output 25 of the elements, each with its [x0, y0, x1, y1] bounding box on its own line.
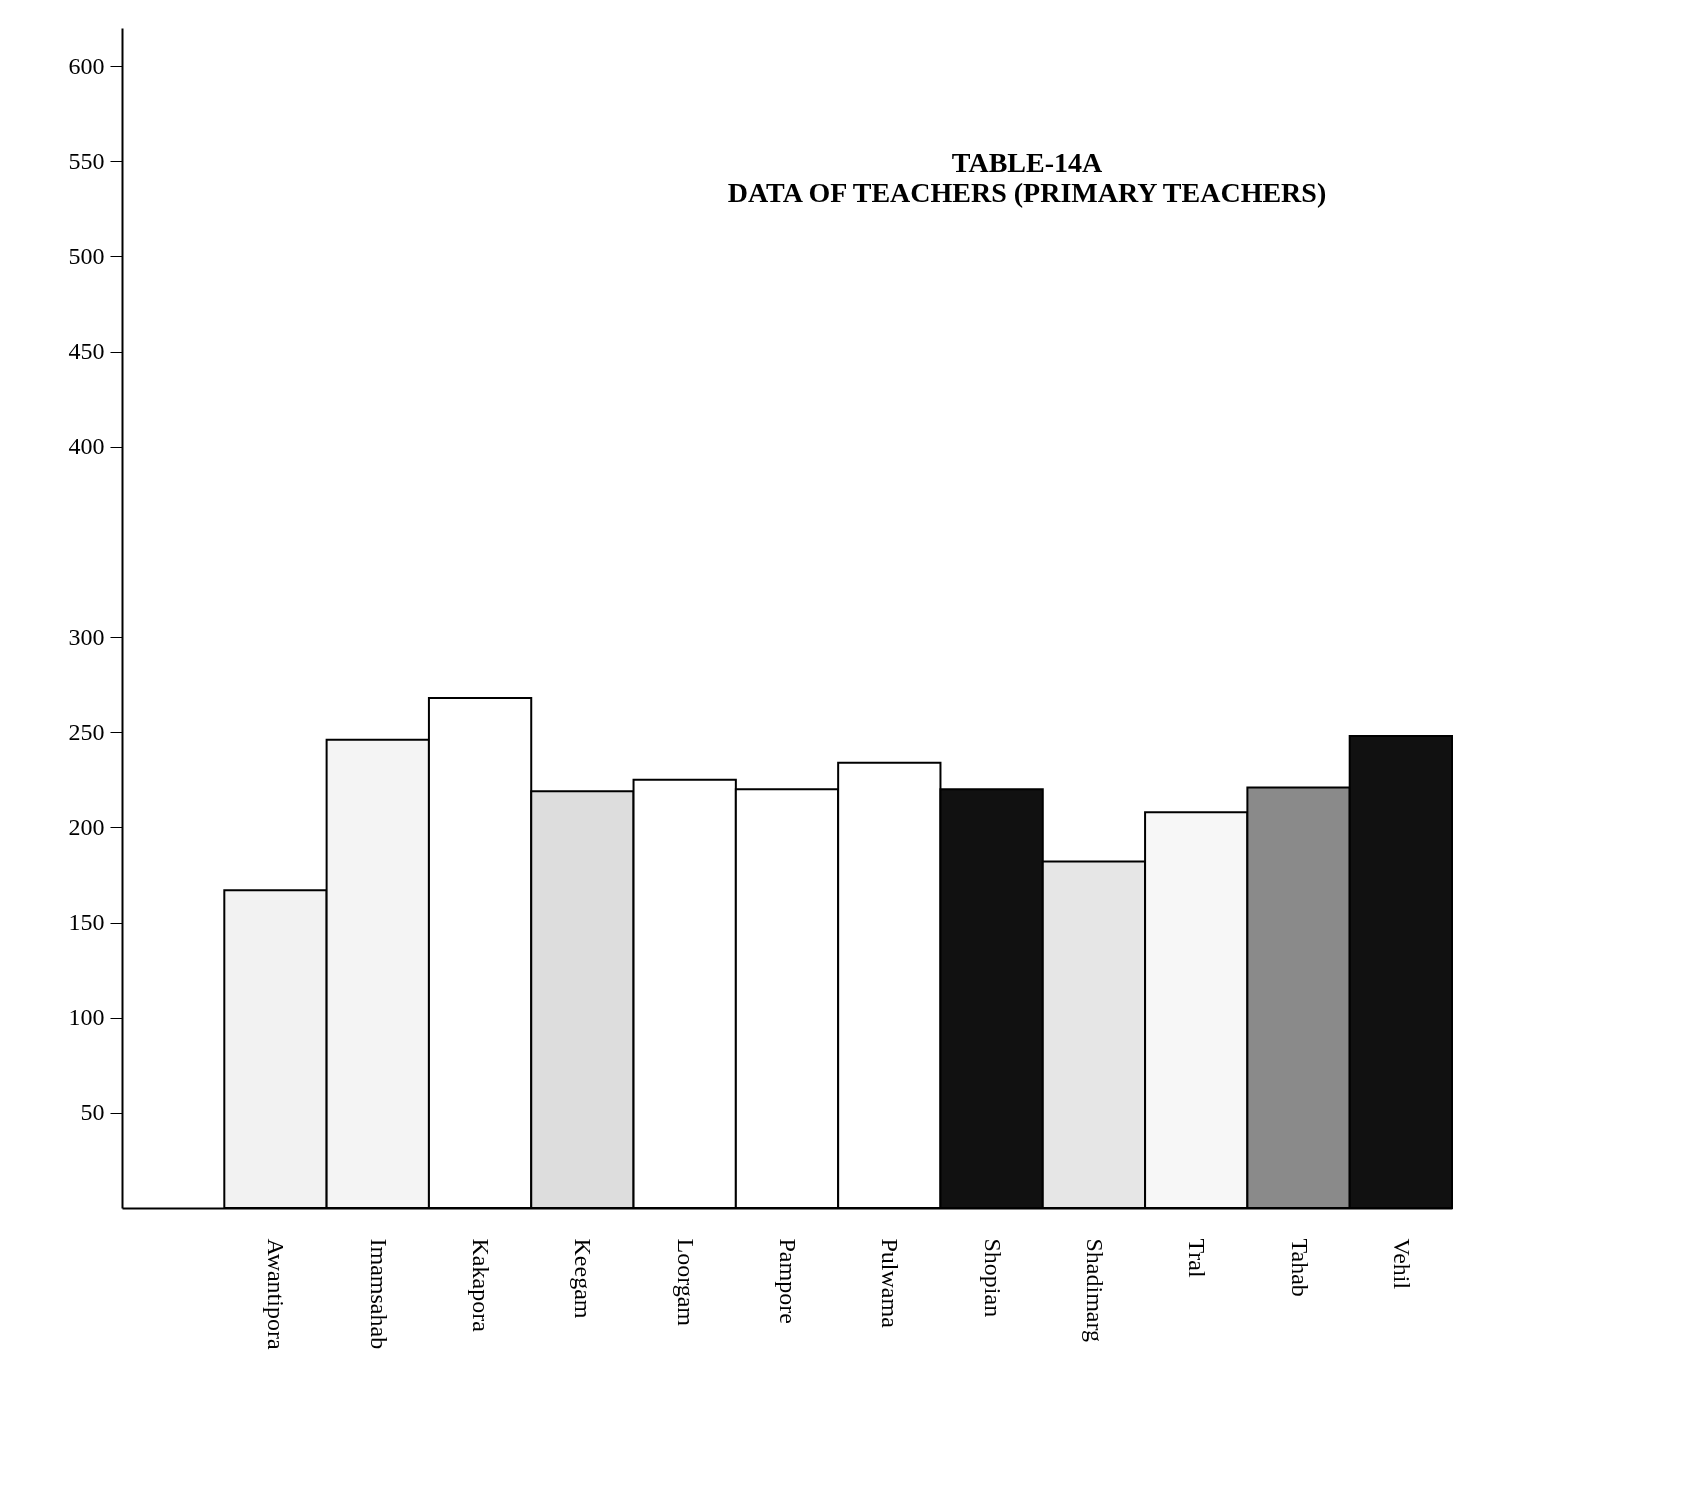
y-tick-label: 300	[68, 623, 105, 650]
x-tick-label: Tral	[1184, 1238, 1211, 1278]
x-tick-label: Loorgam	[672, 1238, 699, 1327]
y-tick-label: 250	[68, 718, 105, 745]
y-tick-label: 400	[68, 433, 105, 460]
y-tick-label: 600	[68, 52, 105, 79]
y-tick-label: 450	[68, 338, 105, 365]
y-tick-label: 150	[68, 909, 105, 936]
x-tick-label: Keegam	[570, 1238, 597, 1319]
x-tick-label: Shopian	[979, 1238, 1006, 1318]
x-tick-label: Awantipora	[263, 1238, 290, 1350]
x-tick-label: Pampore	[775, 1238, 801, 1324]
y-tick-label: 100	[68, 1004, 105, 1031]
x-tick-label: Kakapora	[468, 1238, 495, 1333]
y-tick-label: 500	[68, 242, 105, 269]
y-tick-label: 550	[68, 147, 105, 174]
x-tick-label: Imamsahab	[365, 1238, 392, 1350]
y-tick-label: 200	[68, 813, 105, 840]
y-tick-label: 50	[80, 1099, 105, 1126]
text: TABLE-14A	[951, 147, 1103, 178]
x-tick-label: Tahab	[1286, 1238, 1313, 1297]
x-tick-label: Vehil	[1388, 1238, 1415, 1290]
text: DATA OF TEACHERS (PRIMARY TEACHERS)	[727, 177, 1327, 208]
x-tick-label: Pulwama	[877, 1238, 904, 1329]
x-tick-label: Shadimarg	[1081, 1238, 1108, 1343]
